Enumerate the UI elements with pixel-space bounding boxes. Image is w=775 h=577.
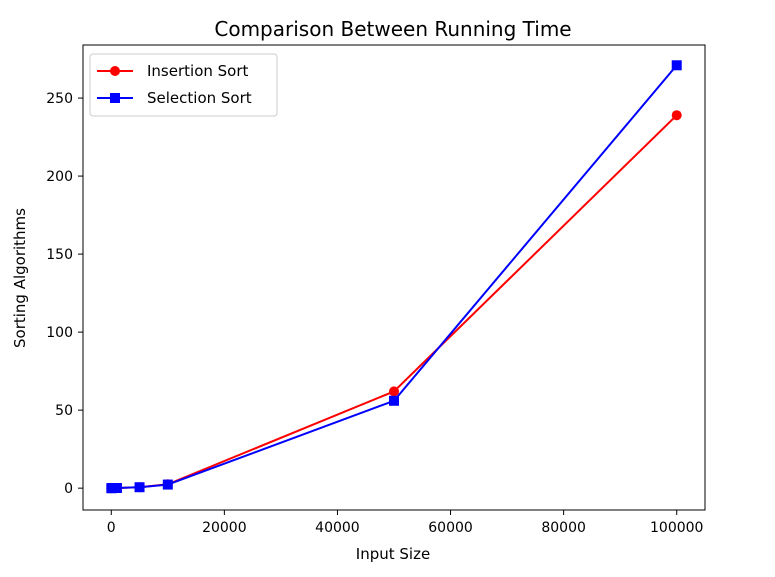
y-tick-label: 100 — [46, 325, 73, 341]
y-tick-label: 0 — [64, 481, 73, 497]
data-point-selection-sort — [111, 482, 122, 493]
x-tick-label: 80000 — [541, 520, 586, 536]
y-tick-label: 150 — [46, 247, 73, 263]
y-tick-label: 250 — [46, 91, 73, 107]
y-axis: 0 50 100 150 200 250 — [46, 91, 83, 497]
series-selection-sort — [106, 60, 682, 494]
x-tick-label: 100000 — [650, 520, 703, 536]
data-point-selection-sort — [134, 482, 145, 493]
plot-area-frame — [82, 44, 706, 511]
legend-marker-selection-sort — [110, 93, 120, 103]
x-tick-label: 40000 — [315, 520, 360, 536]
legend-marker-insertion-sort — [110, 66, 120, 76]
legend-label-selection-sort: Selection Sort — [147, 89, 252, 107]
data-point-selection-sort — [389, 395, 399, 406]
x-axis-label: Input Size — [356, 545, 430, 563]
y-axis-label: Sorting Algorithms — [11, 208, 29, 348]
data-point-selection-sort — [162, 479, 173, 490]
data-point-insertion-sort — [671, 110, 682, 121]
legend-label-insertion-sort: Insertion Sort — [147, 62, 249, 80]
data-point-insertion-sort — [389, 386, 399, 397]
x-tick-label: 0 — [107, 520, 116, 536]
chart-title: Comparison Between Running Time — [214, 17, 571, 41]
y-tick-label: 50 — [55, 403, 73, 419]
x-tick-label: 20000 — [202, 520, 247, 536]
x-tick-label: 60000 — [428, 520, 473, 536]
legend: Insertion Sort Selection Sort — [89, 53, 278, 117]
y-tick-label: 200 — [46, 169, 73, 185]
series-layer — [106, 60, 682, 494]
data-point-selection-sort — [671, 60, 682, 71]
x-axis: 0 20000 40000 60000 80000 100000 — [107, 510, 703, 536]
legend-box — [89, 53, 278, 117]
